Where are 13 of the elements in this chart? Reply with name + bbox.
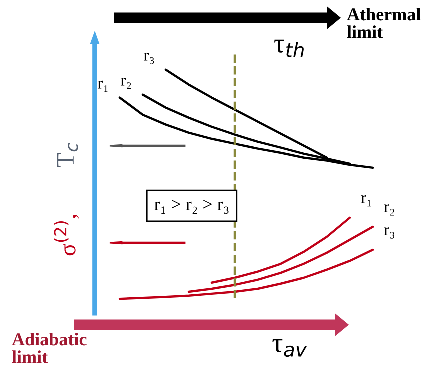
x-axis-title: τ$_{av}$	[272, 339, 308, 358]
text: Athermal limit	[347, 8, 421, 38]
series-label: r₂	[120, 78, 132, 90]
series-label: r₁	[361, 195, 372, 207]
series-label: r₃	[384, 228, 395, 239]
series-label: r₃	[144, 52, 154, 64]
series-label: r₁	[98, 80, 108, 92]
text: σ$^{(2)}$,	[54, 215, 80, 256]
annotation: r₁ > r₂ > r₃	[154, 200, 229, 214]
text: T$_{c}$	[58, 143, 78, 168]
text: Adiabatic limit	[12, 333, 87, 364]
text: τ$_{th}$	[274, 40, 304, 58]
series-label: r₂	[384, 204, 394, 216]
